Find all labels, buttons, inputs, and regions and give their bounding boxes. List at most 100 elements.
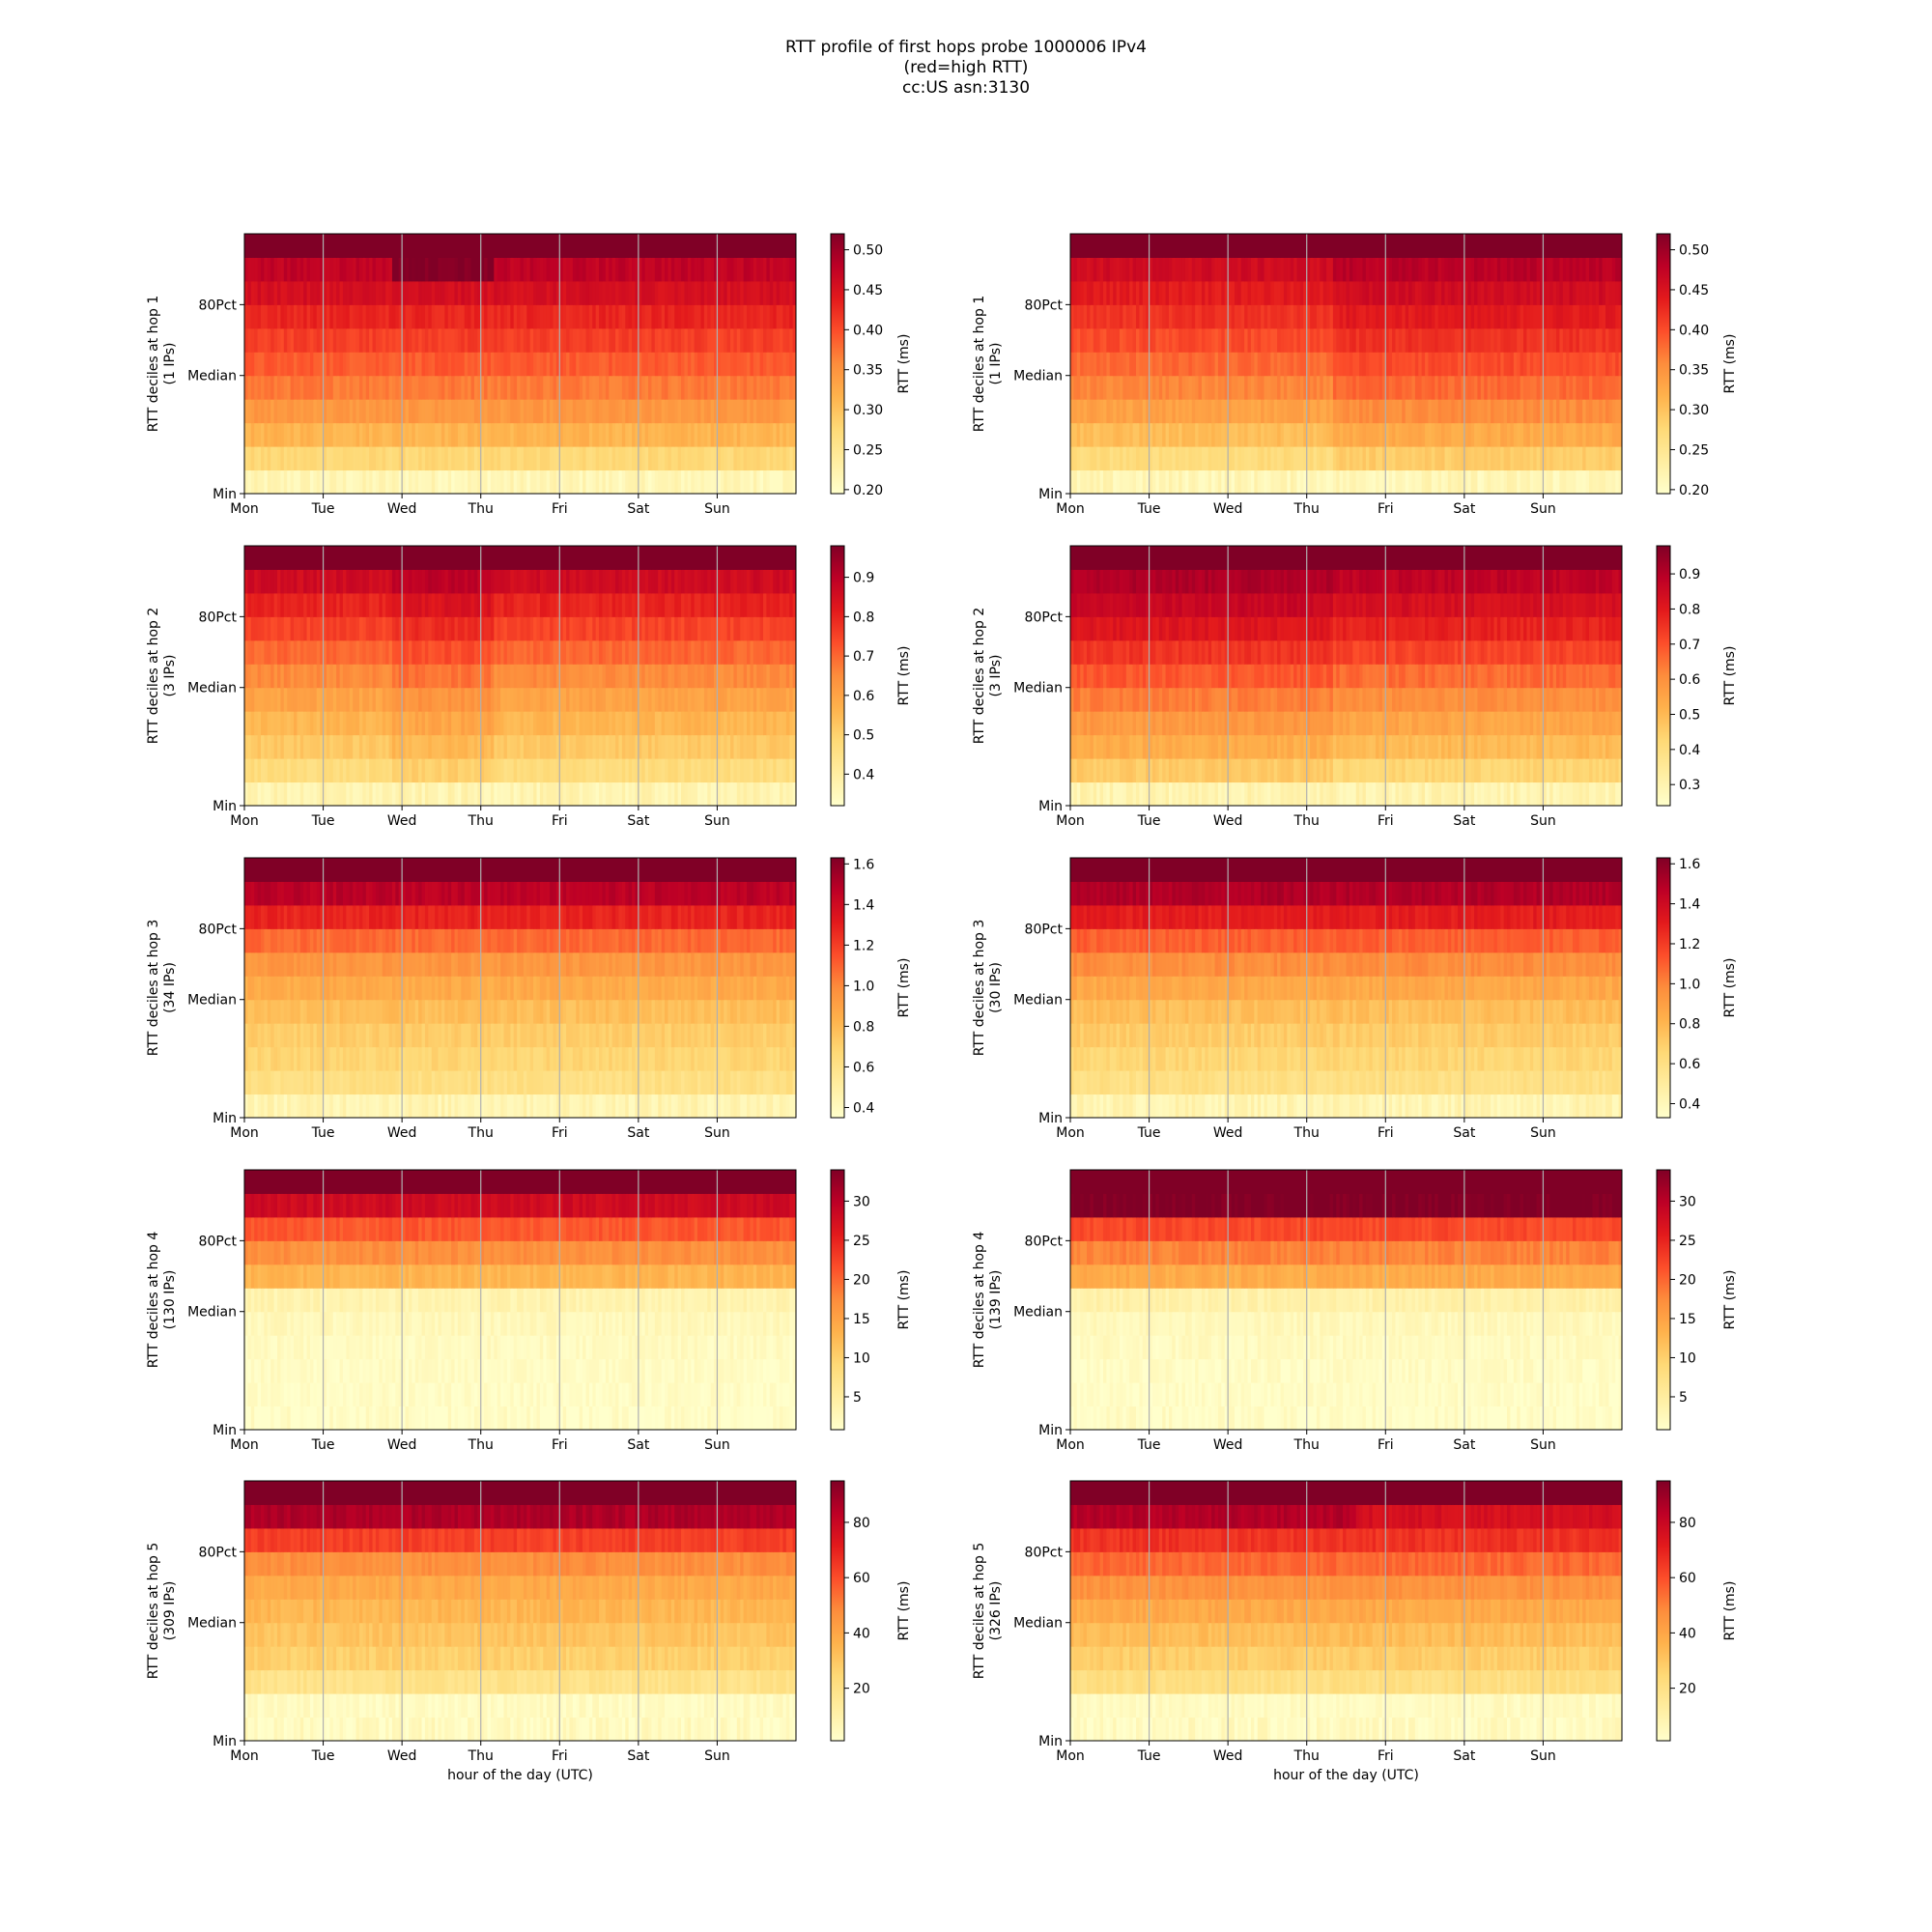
- heatmap-cell: [1343, 422, 1347, 447]
- heatmap-cell: [599, 257, 603, 282]
- heatmap-cell: [447, 781, 452, 807]
- heatmap-cell: [776, 422, 781, 447]
- heatmap-cell: [632, 664, 636, 689]
- heatmap-cell: [293, 446, 298, 471]
- heatmap-cell: [1290, 352, 1294, 377]
- heatmap-cell: [588, 352, 593, 377]
- heatmap-cell: [1132, 304, 1137, 329]
- heatmap-cell: [684, 327, 689, 353]
- heatmap-cell: [369, 280, 374, 305]
- heatmap-cell: [1270, 352, 1275, 377]
- heatmap-cell: [1493, 257, 1498, 282]
- heatmap-cell: [585, 446, 590, 471]
- heatmap-cell: [382, 327, 386, 353]
- heatmap-cell: [1099, 446, 1104, 471]
- x-tick-label: Wed: [1213, 501, 1243, 517]
- heatmap-cell: [1266, 280, 1271, 305]
- heatmap-cell: [1418, 234, 1423, 258]
- heatmap-cell: [435, 327, 440, 353]
- heatmap-cell: [1533, 280, 1538, 305]
- heatmap-cell: [684, 234, 689, 258]
- heatmap-cell: [332, 758, 337, 783]
- heatmap-cell: [428, 639, 433, 665]
- heatmap-cell: [349, 257, 354, 282]
- heatmap-cell: [1398, 352, 1403, 377]
- heatmap-cell: [1122, 375, 1127, 400]
- heatmap-cell: [546, 758, 551, 783]
- heatmap-cell: [1503, 446, 1508, 471]
- heatmap-cell: [273, 664, 278, 689]
- heatmap-cell: [1181, 422, 1186, 447]
- heatmap-cell: [1517, 257, 1521, 282]
- heatmap-cell: [543, 352, 548, 377]
- heatmap-cell: [487, 422, 492, 447]
- heatmap-cell: [267, 399, 271, 424]
- heatmap-cell: [273, 734, 278, 759]
- heatmap-cell: [510, 327, 515, 353]
- heatmap-cell: [1329, 399, 1334, 424]
- heatmap-cell: [1451, 280, 1456, 305]
- heatmap-cell: [388, 399, 393, 424]
- heatmap-cell: [244, 399, 248, 424]
- heatmap-cell: [1405, 327, 1409, 353]
- heatmap-cell: [694, 758, 698, 783]
- heatmap-cell: [480, 687, 485, 712]
- heatmap-cell: [562, 422, 567, 447]
- heatmap-cell: [402, 781, 407, 807]
- heatmap-cell: [412, 257, 416, 282]
- heatmap-cell: [1346, 280, 1350, 305]
- heatmap-cell: [687, 280, 692, 305]
- heatmap-cell: [468, 734, 472, 759]
- heatmap-cell: [621, 304, 626, 329]
- heatmap-cell: [1224, 422, 1229, 447]
- heatmap-cell: [290, 687, 295, 712]
- heatmap-cell: [451, 375, 456, 400]
- heatmap-cell: [520, 327, 525, 353]
- heatmap-cell: [661, 711, 666, 736]
- heatmap-cell: [714, 469, 718, 495]
- heatmap-cell: [1322, 446, 1327, 471]
- y-tick-label: Min: [1038, 487, 1063, 502]
- heatmap-cell: [1168, 304, 1173, 329]
- heatmap-cell: [1425, 469, 1429, 495]
- heatmap-cell: [358, 280, 363, 305]
- heatmap-cell: [674, 352, 679, 377]
- heatmap-cell: [782, 687, 787, 712]
- heatmap-cell: [1122, 446, 1127, 471]
- heatmap-cell: [513, 687, 518, 712]
- heatmap-cell: [408, 327, 412, 353]
- heatmap-cell: [1369, 234, 1374, 258]
- heatmap-cell: [1362, 327, 1367, 353]
- heatmap-cell: [1496, 234, 1501, 258]
- heatmap-cell: [1208, 446, 1212, 471]
- heatmap-cell: [648, 234, 652, 258]
- heatmap-cell: [1106, 327, 1111, 353]
- heatmap-cell: [670, 639, 675, 665]
- heatmap-cell: [1125, 352, 1130, 377]
- heatmap-cell: [1129, 375, 1134, 400]
- heatmap-cell: [336, 469, 341, 495]
- heatmap-cell: [641, 469, 646, 495]
- heatmap-cell: [353, 257, 357, 282]
- heatmap-cell: [569, 639, 574, 665]
- heatmap-cell: [747, 422, 751, 447]
- heatmap-cell: [513, 257, 518, 282]
- heatmap-cell: [1540, 446, 1544, 471]
- heatmap-cell: [276, 446, 281, 471]
- heatmap-cell: [700, 664, 705, 689]
- heatmap-cell: [1244, 257, 1249, 282]
- heatmap-cell: [1073, 446, 1078, 471]
- heatmap-cell: [658, 469, 663, 495]
- heatmap-cell: [428, 469, 433, 495]
- heatmap-cell: [257, 781, 262, 807]
- heatmap-cell: [517, 758, 521, 783]
- heatmap-cell: [1224, 469, 1229, 495]
- heatmap-cell: [283, 687, 288, 712]
- heatmap-cell: [1559, 234, 1564, 258]
- heatmap-cell: [1132, 327, 1137, 353]
- heatmap-cell: [1536, 399, 1541, 424]
- heatmap-cell: [264, 304, 269, 329]
- heatmap-cell: [313, 280, 318, 305]
- heatmap-cell: [618, 352, 623, 377]
- heatmap-cell: [1599, 234, 1604, 258]
